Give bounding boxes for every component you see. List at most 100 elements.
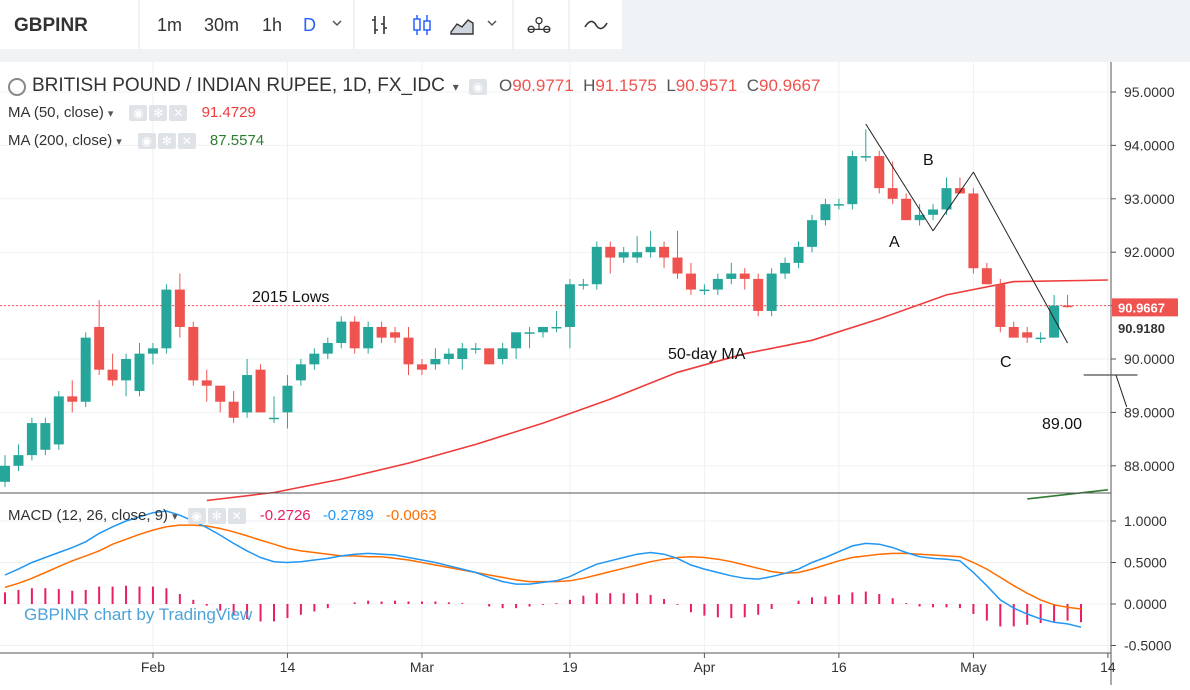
time-tick-label: May: [960, 659, 986, 675]
wave-lines: [865, 123, 1138, 408]
interval-d[interactable]: D: [303, 15, 316, 35]
candle: [1049, 305, 1060, 338]
watermark: GBPINR chart by TradingView: [24, 605, 253, 624]
candle: [659, 246, 670, 258]
eye-icon[interactable]: ◉: [129, 105, 148, 122]
candle: [282, 385, 293, 413]
candle: [457, 348, 468, 359]
macd-tick-label: 0.0000: [1124, 596, 1167, 612]
chart-canvas[interactable]: 95.000094.000093.000092.000091.000090.00…: [0, 62, 1190, 685]
prev-price-tag-text: 90.9180: [1118, 321, 1165, 336]
target-leader: [1115, 374, 1128, 408]
symbol-box[interactable]: GBPINR: [0, 0, 138, 49]
candle: [228, 401, 239, 418]
candle: [766, 273, 777, 311]
candle: [699, 289, 710, 292]
interval-group: 1m 30m 1h D: [140, 0, 353, 49]
gear-icon[interactable]: ✻: [149, 105, 168, 122]
close-icon[interactable]: ✕: [169, 105, 188, 122]
candle: [685, 273, 696, 290]
indicators-group: [514, 0, 568, 49]
indicators-icon[interactable]: [526, 12, 552, 38]
candles: [0, 129, 1073, 488]
macd-hist-value: -0.2726: [259, 507, 311, 524]
candle: [820, 204, 831, 221]
time-tick-label: 19: [562, 659, 578, 675]
annotation-target: 89.00: [1042, 416, 1082, 433]
candle: [147, 348, 158, 354]
candle: [591, 246, 602, 285]
close-icon[interactable]: ✕: [177, 133, 196, 150]
candle: [443, 353, 454, 359]
candle: [901, 198, 912, 221]
interval-1h[interactable]: 1h: [262, 15, 283, 35]
candle: [26, 423, 37, 456]
candlestick-chart-icon[interactable]: [409, 12, 435, 38]
compare-icon[interactable]: [583, 12, 609, 38]
price-tick-label: 89.0000: [1124, 404, 1175, 420]
ma50-label: MA (50, close): [8, 104, 104, 121]
symbol-circle-icon[interactable]: [8, 78, 26, 97]
candle: [121, 359, 132, 381]
annotation-2015-lows: 2015 Lows: [252, 289, 329, 306]
price-tick-label: 92.0000: [1124, 244, 1175, 260]
candle: [511, 332, 522, 349]
candle: [403, 337, 414, 365]
gear-icon[interactable]: ✻: [207, 508, 226, 525]
candle: [484, 348, 495, 365]
candle: [309, 353, 320, 365]
candle: [470, 348, 481, 350]
symbol-label: GBPINR: [14, 15, 88, 36]
candle: [928, 209, 939, 215]
interval-30m[interactable]: 30m: [204, 15, 240, 35]
candle: [430, 359, 441, 365]
candle: [941, 188, 952, 210]
time-tick-label: Apr: [694, 659, 716, 675]
candle: [107, 369, 118, 381]
chevron-down-icon[interactable]: [330, 16, 344, 30]
annotation-50-day-ma: 50-day MA: [668, 346, 746, 363]
chevron-down-icon[interactable]: ▾: [107, 108, 114, 120]
price-tick-label: 88.0000: [1124, 458, 1175, 474]
candle: [174, 289, 185, 327]
chevron-down-icon[interactable]: ▾: [172, 511, 178, 523]
candle: [255, 369, 266, 413]
chevron-down-icon[interactable]: [485, 16, 499, 30]
candle: [349, 321, 360, 349]
candle: [497, 348, 508, 359]
chevron-down-icon[interactable]: ▾: [116, 136, 122, 148]
eye-icon[interactable]: ◉: [468, 79, 487, 96]
prev-price-tag: [1112, 318, 1178, 337]
candle: [605, 246, 616, 258]
wave-line: [972, 171, 1068, 344]
candle: [847, 156, 858, 205]
close-icon[interactable]: ✕: [227, 508, 246, 525]
candle: [1008, 326, 1019, 338]
ma200-label: MA (200, close): [8, 132, 113, 149]
candle: [524, 332, 535, 334]
candle: [0, 465, 10, 482]
bar-chart-icon[interactable]: [367, 12, 393, 38]
candle: [188, 326, 199, 381]
macd-pane: [4, 510, 1082, 628]
price-tags: 90.9667 90.9180: [1112, 298, 1178, 337]
macd-signal-value: -0.0063: [385, 507, 437, 524]
candle: [564, 284, 575, 327]
candle: [578, 284, 589, 286]
ma50-line: [206, 279, 1108, 502]
candle: [13, 455, 24, 466]
macd-tick-label: -0.5000: [1124, 638, 1172, 654]
area-chart-icon[interactable]: [449, 12, 475, 38]
gear-icon[interactable]: ✻: [157, 133, 176, 150]
last-price-tag: [1112, 298, 1178, 317]
wave-label-a: A: [889, 234, 900, 251]
eye-icon[interactable]: ◉: [137, 133, 156, 150]
time-tick-label: 16: [831, 659, 847, 675]
chart-area[interactable]: 95.000094.000093.000092.000091.000090.00…: [0, 62, 1190, 685]
wave-line: [932, 171, 974, 232]
candle: [295, 364, 306, 381]
eye-icon[interactable]: ◉: [187, 508, 206, 525]
ma50-value: 91.4729: [201, 104, 256, 121]
interval-1m[interactable]: 1m: [157, 15, 183, 35]
chevron-down-icon[interactable]: ▾: [452, 80, 459, 94]
